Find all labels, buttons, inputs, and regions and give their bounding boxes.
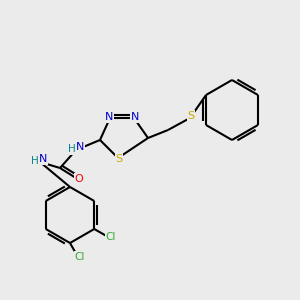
Text: N: N — [131, 112, 139, 122]
Text: N: N — [76, 142, 84, 152]
Text: H: H — [31, 156, 39, 166]
Text: N: N — [105, 112, 113, 122]
Text: H: H — [68, 144, 76, 154]
Text: Cl: Cl — [75, 252, 85, 262]
Text: O: O — [75, 174, 83, 184]
Text: S: S — [188, 111, 195, 121]
Text: S: S — [116, 154, 123, 164]
Text: Cl: Cl — [105, 232, 116, 242]
Text: N: N — [39, 154, 47, 164]
